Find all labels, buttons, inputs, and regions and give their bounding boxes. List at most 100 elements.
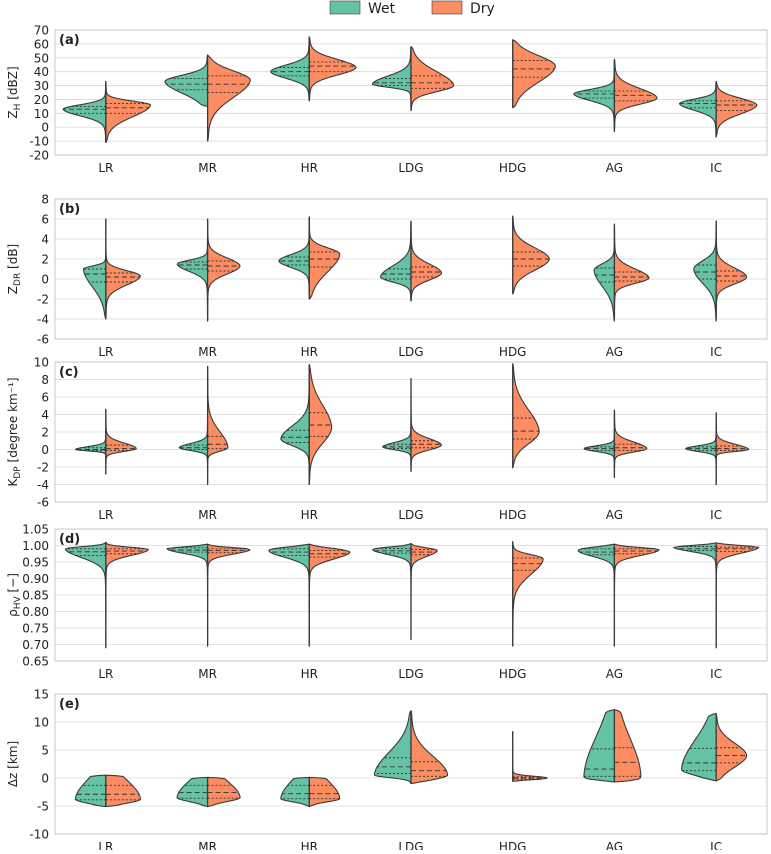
violin-half (308, 216, 341, 300)
violin-half (176, 218, 209, 322)
violin-half (308, 36, 357, 102)
y-tick-label: 8 (41, 373, 49, 387)
violin-half (308, 776, 341, 808)
violin-wet-hr (280, 364, 310, 486)
violin-half (512, 215, 550, 295)
violin-dry-hdg (512, 215, 550, 295)
violin-half (573, 58, 615, 132)
y-tick-label: 0.85 (22, 589, 49, 603)
violin-wet-ldg (382, 378, 412, 472)
violin-half (379, 220, 412, 302)
y-tick-label: 20 (34, 93, 49, 107)
violin-dry-lr (105, 218, 141, 320)
x-tick-label: MR (198, 667, 217, 681)
y-tick-label: 0.65 (22, 655, 49, 669)
violin-dry-mr (207, 54, 251, 142)
panel-c: -6 -4 -2 0 2 4 6 8 10 (c) KDP [degree km⁻¹] LR MR HR L… (6, 356, 768, 522)
legend-label-wet: Wet (368, 1, 396, 17)
x-tick-label: MR (198, 840, 217, 850)
violin-half (678, 80, 717, 138)
y-tick-label: 0 (41, 273, 49, 287)
y-tick-label: 0.70 (22, 638, 49, 652)
violin-wet-mr (164, 54, 209, 107)
violin-half (62, 80, 107, 144)
violin-wet-ic (693, 220, 717, 322)
violin-wet-hr (280, 776, 310, 808)
violin-wet-ldg (372, 542, 412, 641)
x-tick-label: IC (710, 840, 722, 850)
x-tick-label: IC (710, 161, 722, 175)
x-tick-label: AG (606, 667, 623, 681)
violin-half (270, 36, 310, 102)
violin-wet-ldg (379, 220, 412, 302)
violin-half (82, 218, 107, 320)
panel-label: (e) (59, 697, 80, 712)
violin-wet-ldg (373, 710, 412, 785)
y-tick-label: 5 (41, 744, 49, 758)
violin-half (373, 710, 412, 785)
x-tick-label: AG (606, 161, 623, 175)
x-tick-label: HDG (499, 667, 527, 681)
violin-wet-ag (593, 223, 615, 322)
y-tick-label: 0.90 (22, 572, 49, 586)
violin-half (278, 216, 310, 300)
y-axis-label: KDP [degree km⁻¹] (6, 377, 23, 486)
y-tick-label: 0 (41, 772, 49, 786)
x-tick-label: LDG (398, 161, 423, 175)
legend-label-dry: Dry (470, 1, 495, 17)
plot-area (54, 528, 768, 662)
violin-dry-ic (715, 713, 748, 782)
y-tick-label: 1.00 (22, 539, 49, 553)
violin-dry-hr (308, 36, 357, 102)
y-tick-label: 4 (41, 233, 49, 247)
violin-wet-hr (278, 216, 310, 300)
x-tick-label: LR (98, 345, 113, 359)
violin-dry-mr (207, 776, 241, 808)
violin-dry-ldg (410, 378, 442, 472)
y-tick-label: 40 (34, 65, 49, 79)
x-tick-label: MR (198, 508, 217, 522)
x-tick-label: IC (710, 345, 722, 359)
y-axis-label: ρHV [−] (6, 573, 23, 617)
violin-dry-ic (715, 220, 748, 322)
y-tick-label: -10 (29, 135, 49, 149)
x-tick-label: LR (98, 508, 113, 522)
violin-half (410, 220, 442, 302)
violin-half (593, 223, 615, 322)
violin-half (693, 220, 717, 322)
violin-wet-lr (74, 408, 107, 475)
y-tick-label: -2 (37, 461, 49, 475)
x-tick-label: IC (710, 508, 722, 522)
y-axis-label: ZDR [dB] (6, 244, 23, 294)
violin-half (715, 713, 748, 782)
x-tick-label: LR (98, 840, 113, 850)
violin-half (410, 710, 449, 785)
violin-wet-ic (681, 713, 717, 782)
y-tick-label: -20 (29, 149, 49, 163)
x-tick-label: LR (98, 161, 113, 175)
x-tick-label: HR (301, 667, 318, 681)
y-axis-label: ZH [dBZ] (6, 66, 23, 118)
violin-dry-ic (715, 412, 750, 486)
violin-wet-lr (74, 774, 107, 808)
x-tick-label: HDG (499, 508, 527, 522)
violin-dry-ic (715, 80, 758, 138)
violin-dry-ldg (410, 710, 449, 785)
violin-half (613, 223, 650, 322)
x-tick-label: AG (606, 840, 623, 850)
y-tick-label: 10 (34, 356, 49, 370)
violin-half (207, 218, 241, 322)
violin-half (410, 542, 438, 641)
plot-area (54, 29, 768, 156)
violin-half (74, 408, 107, 475)
plot-area (54, 198, 768, 340)
y-tick-label: -6 (37, 333, 49, 347)
violin-dry-lr (105, 408, 137, 475)
y-tick-label: -4 (37, 313, 49, 327)
x-tick-label: LR (98, 667, 113, 681)
x-tick-label: LDG (398, 345, 423, 359)
violin-dry-hdg (512, 39, 556, 109)
violin-wet-mr (176, 776, 209, 808)
x-tick-label: MR (198, 161, 217, 175)
y-tick-label: 0.95 (22, 556, 49, 570)
